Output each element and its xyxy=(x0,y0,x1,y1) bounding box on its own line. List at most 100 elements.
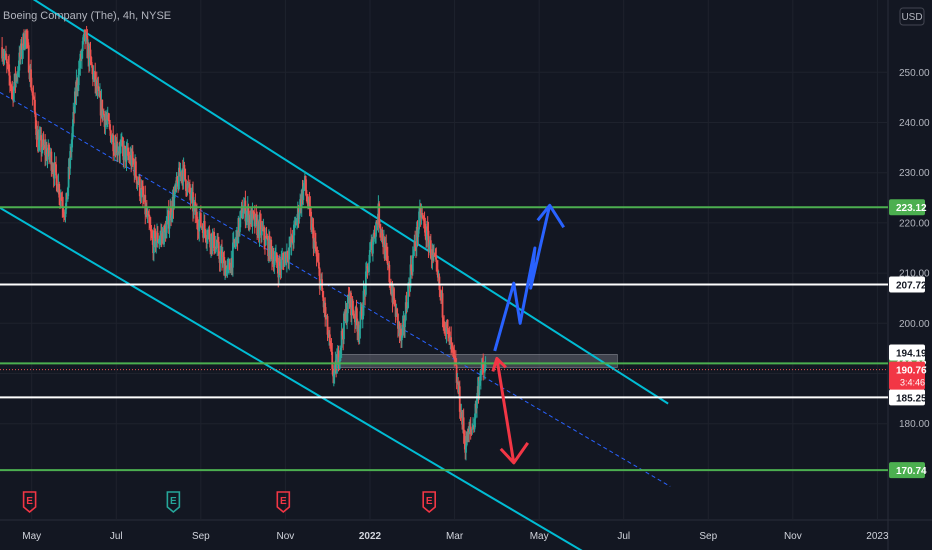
candle-body xyxy=(241,206,244,219)
candle-body xyxy=(235,237,237,244)
candle-body xyxy=(206,231,209,240)
candle-body xyxy=(420,212,423,218)
candle-body xyxy=(455,365,458,383)
candle-body xyxy=(251,210,254,227)
candle-body xyxy=(52,169,54,172)
candle-body xyxy=(196,211,198,223)
candle-body xyxy=(58,183,61,198)
candle-body xyxy=(65,193,68,210)
candle-body xyxy=(356,318,359,332)
candle-body xyxy=(401,324,404,336)
candle-body xyxy=(422,214,424,218)
candle-body xyxy=(78,68,81,70)
chart-title: Boeing Company (The), 4h, NYSE xyxy=(3,10,171,22)
candle-body xyxy=(9,75,11,84)
candle-body xyxy=(366,266,369,268)
candle-body xyxy=(242,207,245,213)
candle-body xyxy=(165,224,168,239)
earnings-marker-icon[interactable] xyxy=(276,491,291,514)
candle-body xyxy=(60,196,63,201)
candle-body xyxy=(105,119,108,121)
candle-body xyxy=(474,403,477,419)
price-tick-label: 180.00 xyxy=(899,419,930,430)
candle-body xyxy=(322,297,325,308)
candle-body xyxy=(135,176,138,184)
candle-body xyxy=(131,151,134,160)
price-badge-label: 223.12 xyxy=(896,203,927,214)
candle-body xyxy=(231,242,234,268)
candle-body xyxy=(407,285,410,308)
candle-body xyxy=(447,330,450,332)
date-tick-label: Nov xyxy=(277,531,295,542)
candle-body xyxy=(149,227,152,232)
candle-body xyxy=(204,230,207,239)
candle-body xyxy=(458,386,461,412)
candle-body xyxy=(425,226,428,241)
candle-body xyxy=(216,240,219,249)
candle-body xyxy=(450,337,453,345)
candle-body xyxy=(85,33,88,37)
candle-body xyxy=(59,197,61,199)
candle-body xyxy=(38,135,41,140)
candle-body xyxy=(329,342,332,346)
candle-body xyxy=(446,321,449,329)
candle-body xyxy=(42,139,45,147)
candle-body xyxy=(336,358,338,374)
candle-body xyxy=(219,253,222,263)
candle-body xyxy=(147,214,150,216)
candle-body xyxy=(434,256,437,258)
candle-body xyxy=(167,210,170,229)
price-badge-label: 194.19 xyxy=(896,348,927,359)
candle-body xyxy=(184,168,187,180)
candle-body xyxy=(123,145,126,160)
date-tick-label: 2022 xyxy=(359,531,382,542)
date-tick-label: Nov xyxy=(784,531,802,542)
candle-body xyxy=(170,207,172,218)
candle-body xyxy=(32,95,35,99)
candle-body xyxy=(64,209,67,218)
price-tick-label: 210.00 xyxy=(899,269,930,280)
candle-body xyxy=(206,239,208,242)
candle-body xyxy=(482,364,485,371)
candle-body xyxy=(386,250,388,256)
candle-body xyxy=(175,177,178,187)
candle-body xyxy=(293,222,296,225)
candle-body xyxy=(107,114,110,121)
candle-body xyxy=(208,229,211,240)
candle-body xyxy=(318,262,320,269)
candle-body xyxy=(89,49,92,58)
candle-body xyxy=(390,286,392,294)
candle-body xyxy=(324,302,327,317)
candle-body xyxy=(73,91,76,113)
candle-body xyxy=(436,261,438,270)
candle-body xyxy=(94,71,97,87)
candle-body xyxy=(108,120,111,125)
candle-body xyxy=(418,211,420,230)
earnings-marker-icon[interactable] xyxy=(422,491,436,514)
candle-body xyxy=(330,345,333,352)
candle-body xyxy=(404,320,406,328)
candle-body xyxy=(116,152,119,154)
candle-body xyxy=(5,53,7,60)
candle-body xyxy=(203,220,206,231)
price-tick-label: 220.00 xyxy=(899,218,930,229)
candle-body xyxy=(245,217,248,222)
candle-body xyxy=(328,334,331,343)
channel-lower-line xyxy=(0,206,583,550)
candle-body xyxy=(53,162,56,179)
candle-body xyxy=(447,328,449,331)
earnings-marker-icon[interactable] xyxy=(22,491,37,514)
price-channel xyxy=(0,0,671,550)
candle-body xyxy=(358,328,361,336)
candle-body xyxy=(417,229,420,238)
date-tick-label: Jul xyxy=(617,531,630,542)
currency-button[interactable]: USD xyxy=(899,7,925,26)
earnings-marker-icon[interactable] xyxy=(166,491,181,514)
support-zone-box xyxy=(335,354,618,368)
candle-body xyxy=(435,257,438,262)
candle-body xyxy=(309,205,312,212)
candle-body xyxy=(97,86,100,89)
bullish-arrow xyxy=(493,204,552,352)
candle-body xyxy=(427,230,430,251)
